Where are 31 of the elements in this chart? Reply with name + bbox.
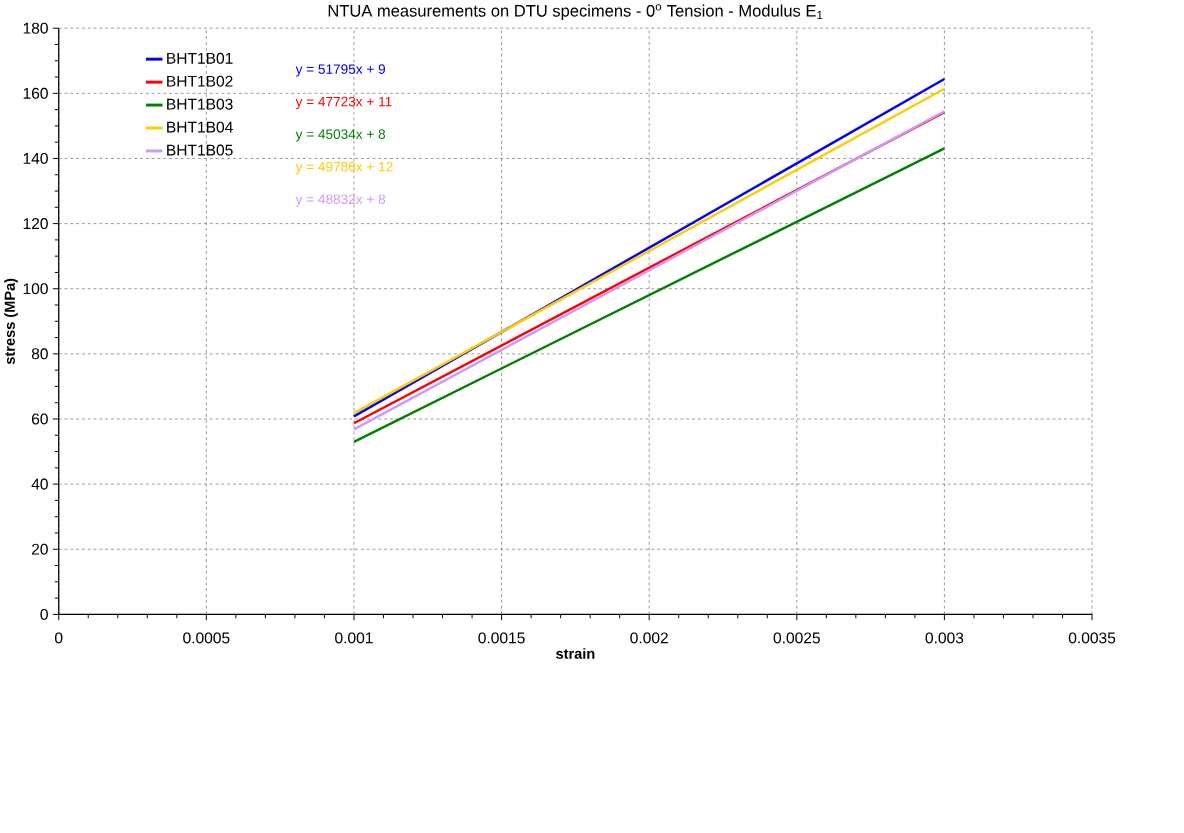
y-tick-label: 80 <box>31 348 48 360</box>
annotation: y = 45034x + 8 <box>295 129 386 142</box>
annotation: y = 47723x + 11 <box>295 96 392 110</box>
x-tick-label: 0.0035 <box>1068 632 1116 644</box>
x-tick-label: 0.002 <box>630 632 668 644</box>
x-tick-label: 0.0015 <box>478 632 525 644</box>
x-axis-title: strain <box>556 648 595 660</box>
y-tick-label: 40 <box>31 478 48 490</box>
y-tick-label: 60 <box>31 413 48 425</box>
y-tick-label: 120 <box>23 218 48 230</box>
x-tick-label: 0 <box>55 632 63 644</box>
y-tick-label: 20 <box>31 543 48 555</box>
legend-label: BHT1B02 <box>167 75 233 87</box>
y-axis-title: stress (MPa) <box>4 278 18 365</box>
y-tick-label: 140 <box>23 153 48 165</box>
x-tick-label: 0.0005 <box>183 632 230 644</box>
chart-title: NTUA measurements on DTU specimens - 0$^{o}$ Tension - Modulus E$_{1}$ <box>328 4 823 21</box>
legend-label: BHT1B05 <box>167 144 233 156</box>
x-tick-label: 0.001 <box>335 632 373 644</box>
annotation: y = 48832x + 8 <box>295 194 386 207</box>
x-tick-label: 0.003 <box>925 632 964 644</box>
y-tick-label: 0 <box>40 609 48 621</box>
annotation: y = 51795x + 9 <box>295 64 386 77</box>
x-tick-label: 0.0025 <box>773 632 820 644</box>
legend-label: BHT1B01 <box>167 52 233 65</box>
y-tick-label: 180 <box>23 22 48 34</box>
legend-label: BHT1B03 <box>167 98 233 110</box>
annotation: y = 49786x + 12 <box>295 162 393 175</box>
y-tick-label: 100 <box>23 283 48 295</box>
y-tick-label: 160 <box>23 88 48 100</box>
legend-label: BHT1B04 <box>167 121 233 133</box>
